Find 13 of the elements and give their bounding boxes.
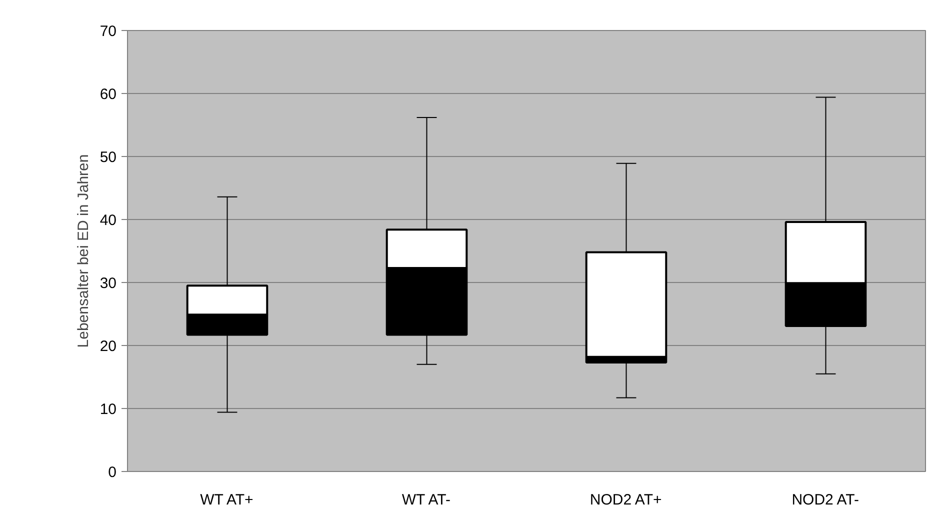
x-tick-label: WT AT- xyxy=(402,492,451,508)
x-tick-label: NOD2 AT+ xyxy=(590,492,662,508)
y-axis-title: Lebensalter bei ED in Jahren xyxy=(74,154,92,348)
y-tick-label: 10 xyxy=(100,401,117,418)
y-tick-label: 20 xyxy=(100,338,117,355)
y-tick-label: 60 xyxy=(100,86,117,103)
y-tick-label: 50 xyxy=(100,149,117,166)
y-tick-label: 0 xyxy=(108,464,116,481)
y-tick-label: 40 xyxy=(100,212,117,229)
y-tick-label: 70 xyxy=(100,23,117,40)
y-tick-label: 30 xyxy=(100,275,117,292)
x-tick-label: WT AT+ xyxy=(200,492,254,508)
x-tick-label: NOD2 AT- xyxy=(792,492,859,508)
